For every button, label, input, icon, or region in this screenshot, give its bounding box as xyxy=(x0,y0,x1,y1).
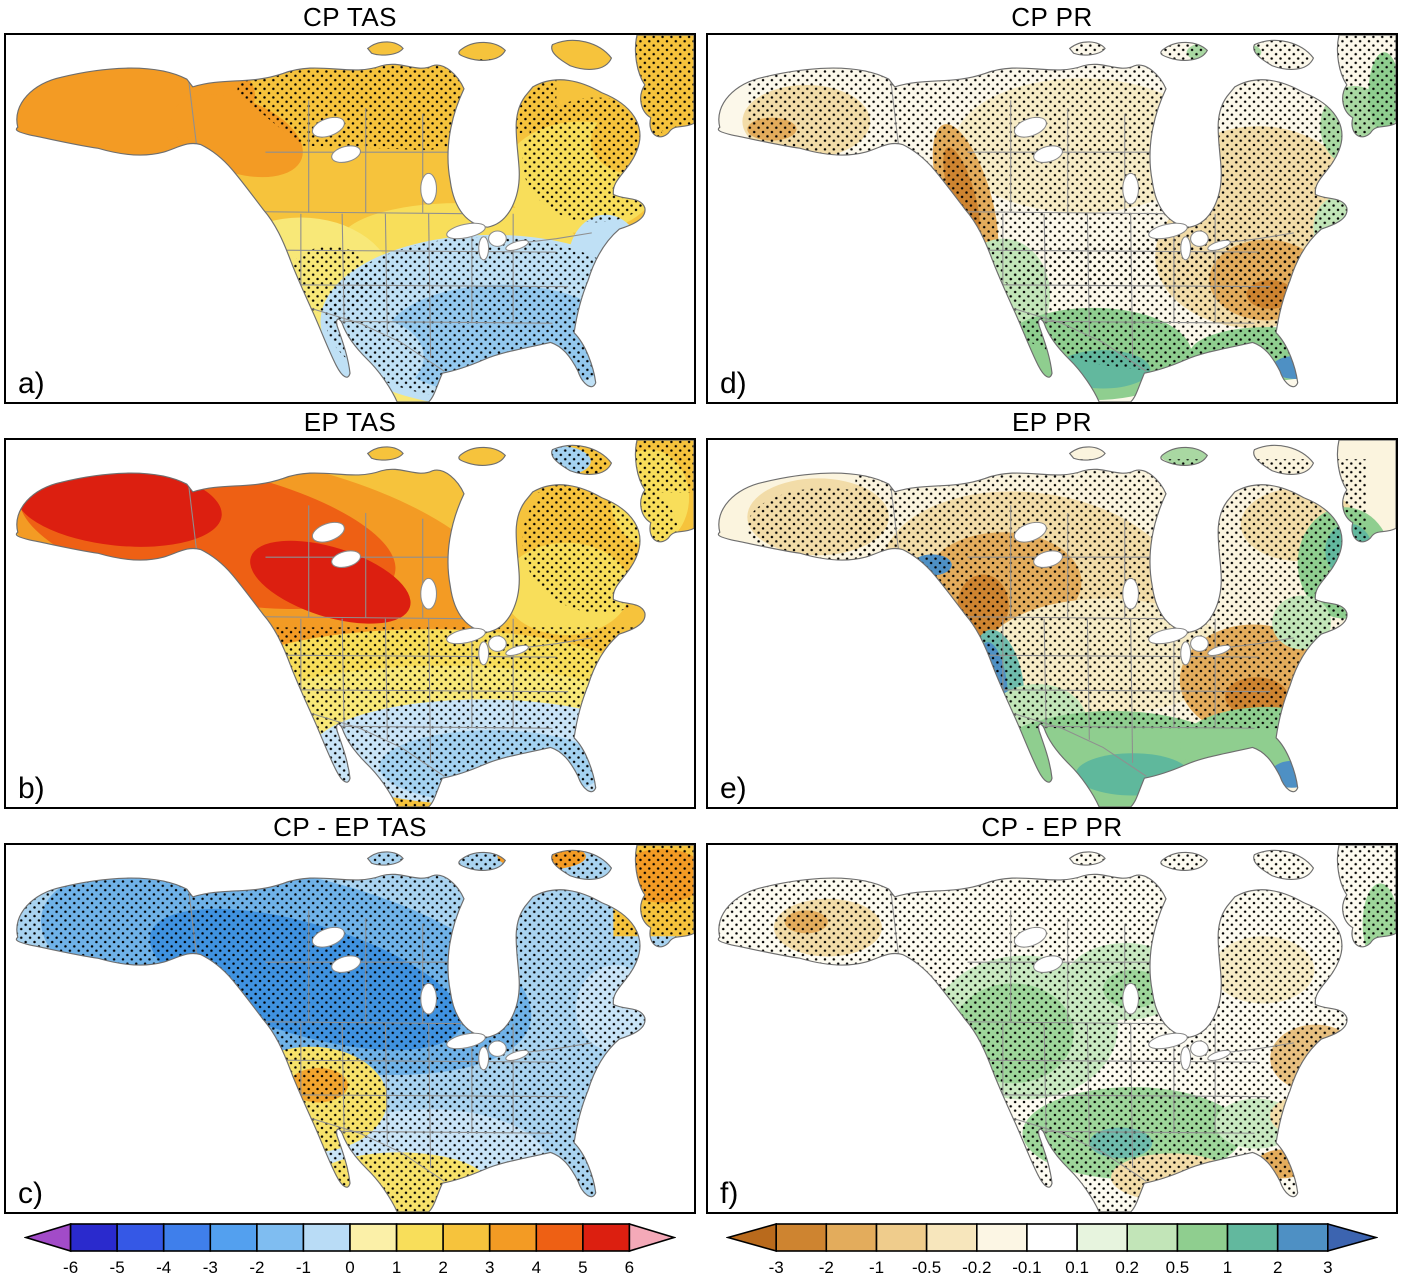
panel-ep-pr: EP PR xyxy=(706,407,1398,809)
svg-text:-2: -2 xyxy=(249,1258,264,1277)
svg-text:-3: -3 xyxy=(769,1258,784,1277)
cp-pr-map xyxy=(708,35,1396,402)
panel-diff-tas: CP - EP TAS xyxy=(4,812,696,1214)
map-frame: d) xyxy=(706,33,1398,404)
svg-text:-6: -6 xyxy=(63,1258,78,1277)
svg-text:0: 0 xyxy=(345,1258,354,1277)
panel-letter: d) xyxy=(720,367,747,400)
map-frame: e) xyxy=(706,438,1398,809)
svg-text:-1: -1 xyxy=(869,1258,884,1277)
svg-text:-0.1: -0.1 xyxy=(1012,1258,1041,1277)
svg-text:-5: -5 xyxy=(110,1258,125,1277)
svg-text:6: 6 xyxy=(625,1258,634,1277)
panel-letter: f) xyxy=(720,1177,739,1210)
panel-grid: CP TAS xyxy=(4,2,1398,1214)
panel-letter: b) xyxy=(18,772,45,805)
map-frame: a) xyxy=(4,33,696,404)
diff-tas-map xyxy=(6,845,694,1212)
panel-title: EP TAS xyxy=(303,407,397,437)
panel-letter: a) xyxy=(18,367,45,400)
svg-text:5: 5 xyxy=(578,1258,587,1277)
svg-text:1: 1 xyxy=(1223,1258,1232,1277)
panel-cp-pr: CP PR xyxy=(706,2,1398,404)
svg-text:-0.5: -0.5 xyxy=(912,1258,941,1277)
map-frame: b) xyxy=(4,438,696,809)
panel-diff-pr: CP - EP PR xyxy=(706,812,1398,1214)
cp-tas-map xyxy=(6,35,694,402)
panel-letter: e) xyxy=(720,772,747,805)
svg-text:-0.2: -0.2 xyxy=(962,1258,991,1277)
panel-title: CP - EP PR xyxy=(981,812,1123,842)
svg-text:-4: -4 xyxy=(156,1258,171,1277)
colorbar-row: -6 -5 -4 -3 -2 -1 0 1 2 3 4 5 6 -3 -2 -1 -0.5 -0.2 -0.1 0.… xyxy=(4,1222,1398,1283)
panel-title: CP TAS xyxy=(302,2,398,32)
svg-text:-3: -3 xyxy=(203,1258,218,1277)
svg-text:0.5: 0.5 xyxy=(1166,1258,1190,1277)
panel-title: CP - EP TAS xyxy=(273,812,427,842)
ep-pr-map xyxy=(708,440,1396,807)
panel-cp-tas: CP TAS xyxy=(4,2,696,404)
svg-text:0.2: 0.2 xyxy=(1115,1258,1139,1277)
map-frame: f) xyxy=(706,843,1398,1214)
svg-text:2: 2 xyxy=(1273,1258,1282,1277)
svg-text:0.1: 0.1 xyxy=(1065,1258,1089,1277)
panel-letter: c) xyxy=(18,1177,43,1210)
diff-pr-map xyxy=(708,845,1396,1212)
svg-text:1: 1 xyxy=(392,1258,401,1277)
map-frame: c) xyxy=(4,843,696,1214)
tas-colorbar: -6 -5 -4 -3 -2 -1 0 1 2 3 4 5 6 xyxy=(23,1222,677,1283)
svg-text:-2: -2 xyxy=(819,1258,834,1277)
svg-text:4: 4 xyxy=(532,1258,541,1277)
svg-text:-1: -1 xyxy=(296,1258,311,1277)
ep-tas-map xyxy=(6,440,694,807)
svg-text:3: 3 xyxy=(1323,1258,1332,1277)
pr-colorbar: -3 -2 -1 -0.5 -0.2 -0.1 0.1 0.2 0.5 1 2 3 xyxy=(725,1222,1379,1283)
svg-text:3: 3 xyxy=(485,1258,494,1277)
panel-title: EP PR xyxy=(1011,407,1093,437)
svg-text:2: 2 xyxy=(438,1258,447,1277)
panel-title: CP PR xyxy=(1011,2,1093,32)
panel-ep-tas: EP TAS xyxy=(4,407,696,809)
